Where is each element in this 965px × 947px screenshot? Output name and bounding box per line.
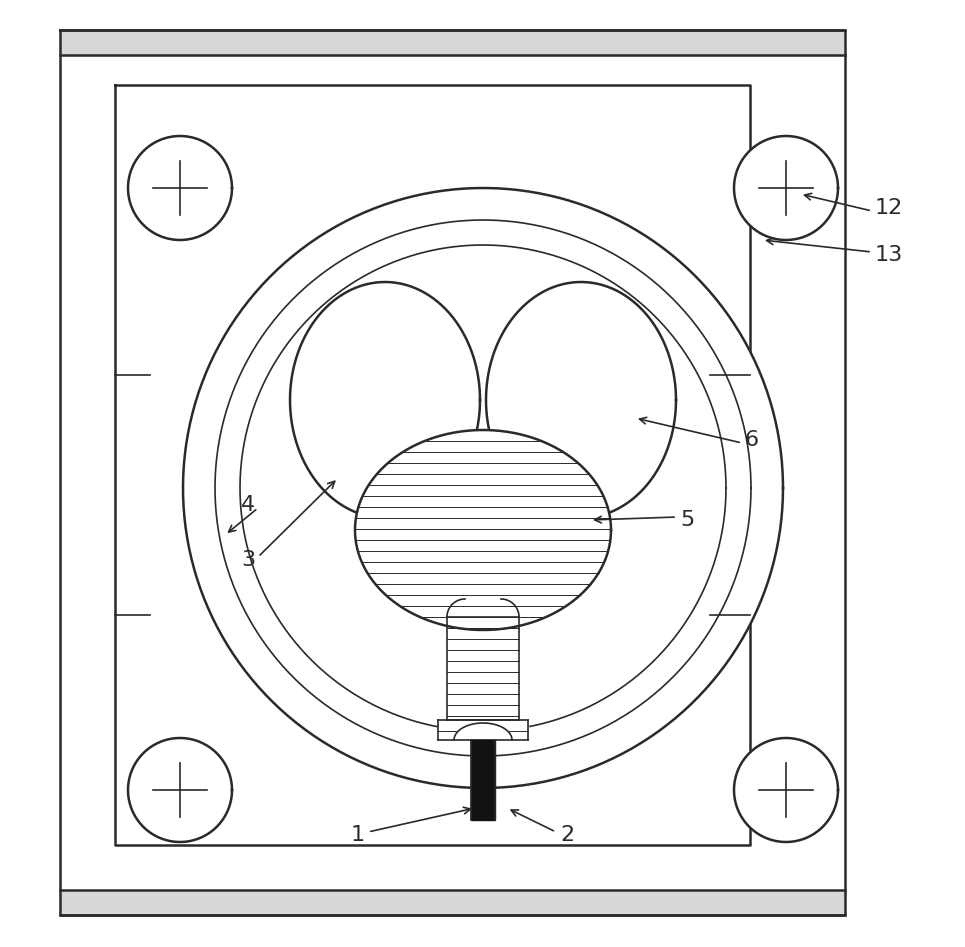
Text: 6: 6 [745,430,759,450]
Text: 5: 5 [680,510,694,530]
Polygon shape [734,738,838,842]
Text: 13: 13 [875,245,903,265]
Polygon shape [128,136,232,240]
Text: 4: 4 [241,495,255,515]
Polygon shape [60,30,845,55]
Polygon shape [355,430,611,630]
Text: 1: 1 [351,825,365,845]
Text: 2: 2 [560,825,574,845]
Polygon shape [471,740,495,820]
Polygon shape [486,282,676,518]
Text: 12: 12 [875,198,903,218]
Polygon shape [183,188,783,788]
Text: 3: 3 [241,550,255,570]
Polygon shape [734,136,838,240]
Polygon shape [128,738,232,842]
Polygon shape [447,617,519,720]
Polygon shape [447,474,519,546]
Polygon shape [454,723,512,740]
Polygon shape [438,720,528,740]
Polygon shape [60,890,845,915]
Polygon shape [290,282,480,518]
